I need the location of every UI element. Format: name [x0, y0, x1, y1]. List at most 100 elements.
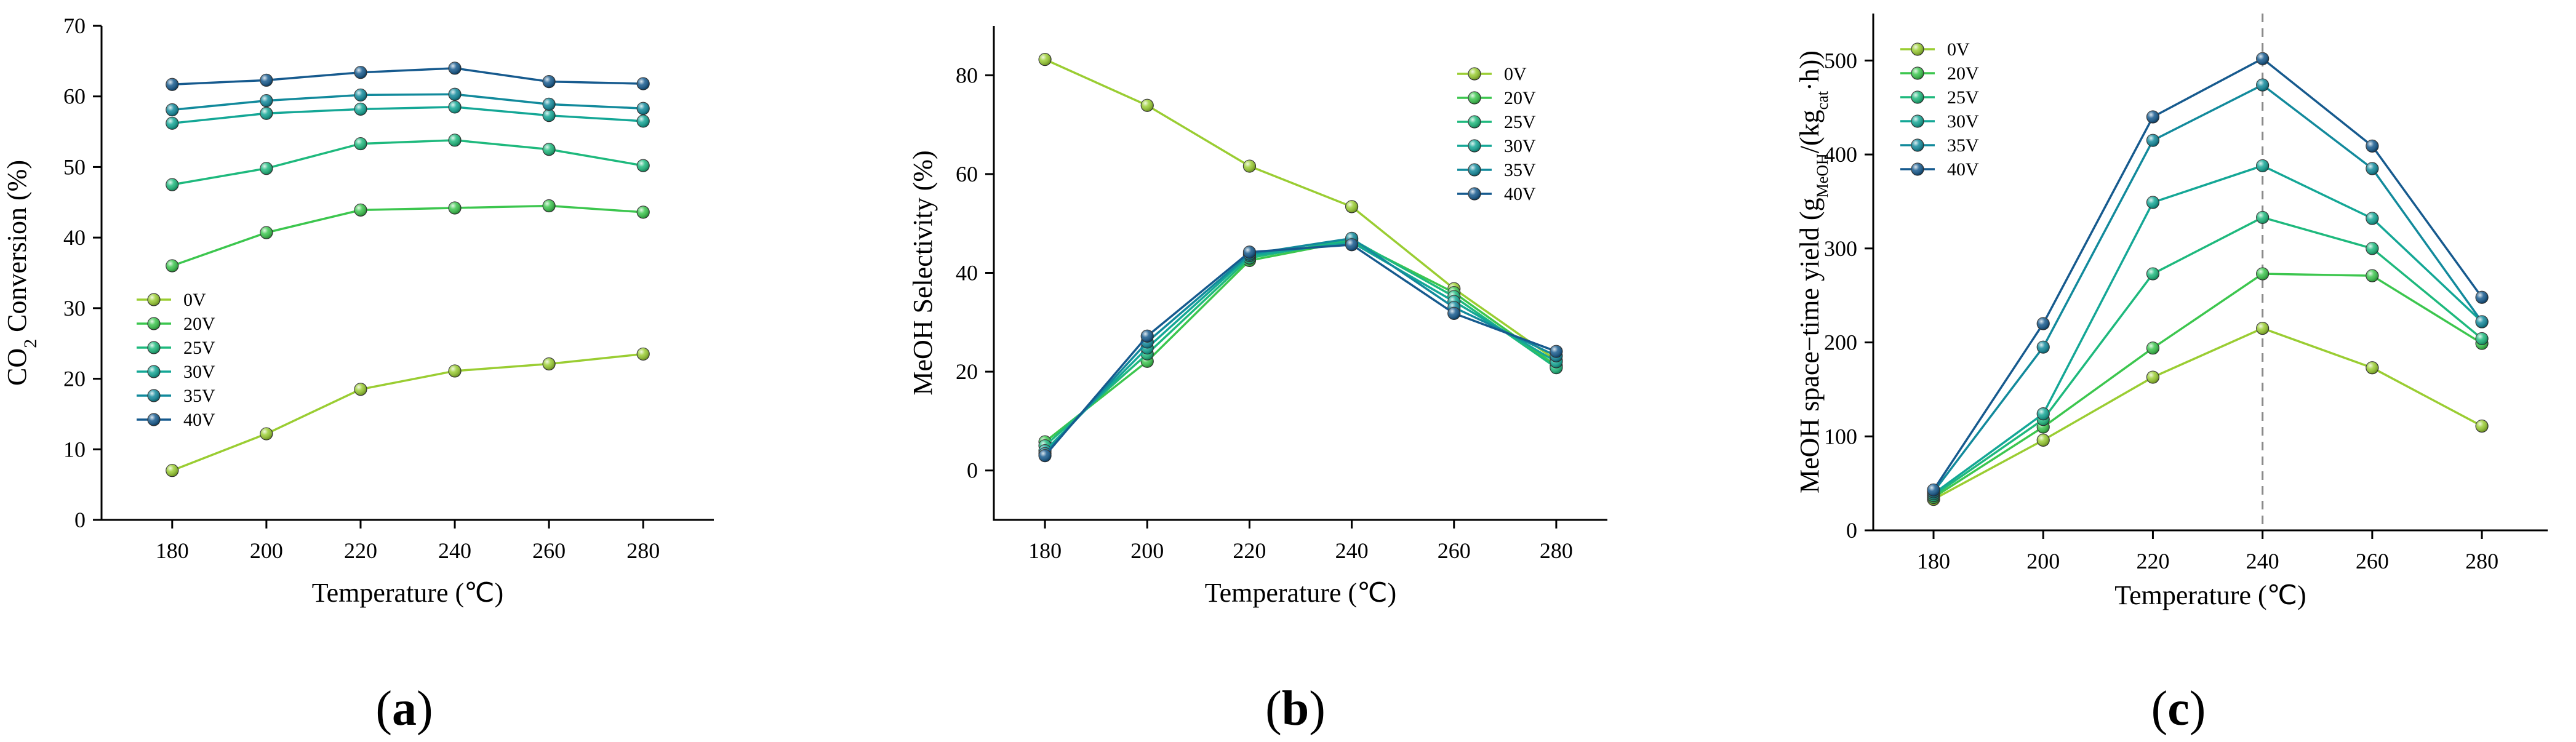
- x-tick-label: 180: [156, 538, 189, 563]
- data-point-highlight: [637, 205, 650, 218]
- x-tick-label: 260: [2356, 549, 2389, 573]
- legend: 0V 20V 25V 30V 35V 40V: [1457, 64, 1536, 204]
- legend-swatch-highlight: [1911, 43, 1924, 55]
- data-point-highlight: [260, 107, 273, 120]
- data-point-highlight: [449, 62, 462, 74]
- data-point-highlight: [2256, 211, 2269, 224]
- panel-label-a: (a): [375, 682, 433, 736]
- legend-label-40V: 40V: [1504, 184, 1536, 204]
- series-line-20V: [1933, 273, 2482, 499]
- data-point-highlight: [1039, 449, 1052, 462]
- y-tick-label: 80: [956, 63, 978, 87]
- x-axis-title: Temperature (℃): [312, 578, 503, 608]
- data-point-highlight: [2366, 269, 2378, 282]
- data-point-highlight: [2037, 407, 2050, 420]
- x-tick-label: 240: [2246, 549, 2279, 573]
- y-tick-label: 500: [1824, 48, 1857, 73]
- data-point-highlight: [2146, 196, 2159, 209]
- x-tick-label: 280: [1540, 538, 1573, 563]
- legend-swatch-highlight: [1468, 140, 1481, 152]
- data-point-highlight: [637, 102, 650, 115]
- data-point-highlight: [2476, 291, 2489, 304]
- data-point-highlight: [1243, 245, 1256, 258]
- y-tick-label: 30: [63, 296, 86, 321]
- data-point-highlight: [2146, 371, 2159, 384]
- legend: 0V 20V 25V 30V 35V 40V: [1900, 39, 1979, 180]
- data-point-highlight: [2256, 268, 2269, 281]
- data-point-highlight: [2366, 212, 2378, 225]
- series-0V: [166, 347, 650, 477]
- legend-label-0V: 0V: [1947, 39, 1970, 60]
- data-point-highlight: [2366, 162, 2378, 175]
- series-line-30V: [1932, 164, 2483, 495]
- y-tick-label: 70: [63, 14, 86, 38]
- data-point-highlight: [543, 357, 556, 370]
- data-point-highlight: [543, 75, 556, 88]
- data-point-highlight: [2037, 317, 2050, 330]
- series-line-0V: [1044, 58, 1557, 362]
- data-point-highlight: [2256, 159, 2269, 172]
- y-axis-title-text: MeOH Selectivity (%): [908, 150, 938, 395]
- axis-frame: [993, 26, 1607, 521]
- data-point-highlight: [2146, 134, 2159, 147]
- legend-label-35V: 35V: [183, 386, 215, 406]
- panel-b-selectivity-chart: 180 200 220 240 260 280 0 20 40 60 80 Temperature (…: [908, 26, 1607, 736]
- y-tick-label: 60: [956, 162, 978, 186]
- data-point-highlight: [260, 94, 273, 107]
- legend-swatch-highlight: [148, 365, 160, 378]
- data-point-highlight: [2366, 140, 2378, 153]
- legend-swatch-highlight: [1911, 67, 1924, 79]
- y-tick-label: 40: [956, 261, 978, 285]
- x-tick-label: 180: [1028, 538, 1062, 563]
- series-0V: [1927, 322, 2489, 506]
- legend-label-25V: 25V: [1947, 87, 1979, 108]
- series-line-20V: [172, 204, 644, 267]
- y-tick-label: 10: [63, 437, 86, 461]
- data-point-highlight: [1927, 484, 1940, 497]
- data-point-highlight: [449, 100, 462, 113]
- x-tick-label: 240: [1335, 538, 1369, 563]
- panel-c-space-time-yield-chart: 180 200 220 240 260 280 0 100 200 300 400 500 Temper…: [1794, 14, 2548, 736]
- data-point-highlight: [1447, 307, 1460, 320]
- series-line-35V: [1932, 84, 2483, 493]
- data-point-highlight: [2256, 52, 2269, 65]
- data-point-highlight: [166, 103, 178, 116]
- data-point-highlight: [637, 348, 650, 361]
- series-20V: [1038, 234, 1563, 449]
- data-point-highlight: [2366, 361, 2378, 374]
- x-tick-label: 200: [1130, 538, 1164, 563]
- legend-label-35V: 35V: [1504, 160, 1536, 180]
- legend-swatch-highlight: [1468, 164, 1481, 176]
- x-tick-label: 260: [1438, 538, 1471, 563]
- x-tick-label: 200: [250, 538, 283, 563]
- data-point-highlight: [2476, 315, 2489, 328]
- data-point-highlight: [1141, 330, 1154, 343]
- y-tick-label: 0: [74, 508, 86, 532]
- series-line-30V: [172, 106, 644, 125]
- y-tick-label: 300: [1824, 236, 1857, 261]
- data-point-highlight: [166, 260, 178, 273]
- series-line-0V: [172, 353, 644, 472]
- data-point-highlight: [354, 89, 367, 102]
- y-tick-label: 40: [63, 225, 86, 250]
- data-point-highlight: [2037, 434, 2050, 447]
- data-point-highlight: [166, 78, 178, 91]
- data-point-highlight: [2037, 341, 2050, 354]
- data-point-highlight: [2366, 242, 2378, 255]
- legend-label-20V: 20V: [1504, 88, 1536, 108]
- y-tick-label: 0: [967, 458, 978, 483]
- series-40V: [1927, 52, 2489, 497]
- data-point-highlight: [354, 204, 367, 217]
- data-point-highlight: [260, 428, 273, 441]
- legend-swatch-highlight: [1468, 92, 1481, 104]
- legend-swatch-highlight: [1911, 91, 1924, 103]
- data-point-highlight: [1141, 99, 1154, 112]
- axis-frame: [100, 26, 714, 521]
- data-point-highlight: [1039, 53, 1052, 66]
- data-point-highlight: [166, 117, 178, 130]
- data-point-highlight: [2146, 111, 2159, 123]
- legend-label-0V: 0V: [1504, 64, 1527, 84]
- data-point-highlight: [354, 103, 367, 116]
- data-point-highlight: [354, 383, 367, 396]
